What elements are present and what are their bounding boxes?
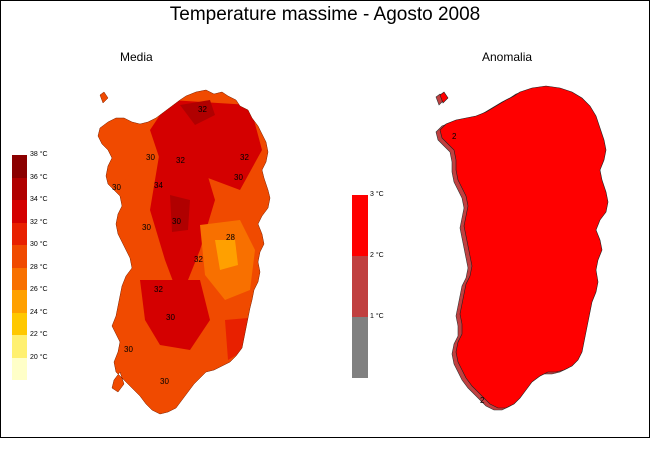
isoline-label: 28 <box>226 233 235 242</box>
legend-label: 1 °C <box>370 313 384 320</box>
isoline-label: 34 <box>154 181 163 190</box>
isoline-label: 32 <box>176 156 185 165</box>
legend-label: 36 °C <box>30 173 48 181</box>
isoline-label: 32 <box>240 153 249 162</box>
anomalia-isoline-labels: 2 2 <box>452 132 485 405</box>
legend-swatch <box>352 195 368 256</box>
legend-label: 30 °C <box>30 241 48 248</box>
isoline-label: 30 <box>160 377 169 386</box>
isoline-label: 30 <box>166 313 175 322</box>
legend-label: 22 °C <box>30 331 48 338</box>
isoline-label: 30 <box>112 183 121 192</box>
media-zone-34-south <box>140 280 210 350</box>
isoline-label: 30 <box>234 173 243 182</box>
legend-label: 26 °C <box>30 286 48 293</box>
media-zone-26-east <box>215 240 238 270</box>
media-zone-32-southeast <box>225 318 248 360</box>
legend-swatch <box>12 177 27 200</box>
media-zone-30-southwest <box>115 340 175 410</box>
legend-label: 20 °C <box>30 353 48 361</box>
legend-swatch <box>12 357 27 380</box>
legend-swatch <box>12 155 27 178</box>
legend-swatch <box>12 267 27 290</box>
legend-label: 28 °C <box>30 263 48 271</box>
legend-swatch <box>12 290 27 313</box>
legend-swatch <box>352 317 368 378</box>
panel-title-media: Media <box>120 50 153 64</box>
media-zone-36-central <box>170 195 190 232</box>
isoline-label: 32 <box>194 255 203 264</box>
anomalia-map <box>435 85 609 411</box>
page-title: Temperature massime - Agosto 2008 <box>169 4 481 25</box>
isoline-label: 32 <box>154 285 163 294</box>
legend-swatch <box>352 256 368 317</box>
legend-swatch <box>12 335 27 358</box>
media-zone-30-northwest <box>100 125 140 190</box>
media-isoline-labels: 32 30 32 32 30 34 30 30 30 28 32 32 30 3… <box>112 105 249 386</box>
legend-swatch <box>12 245 27 268</box>
isoline-label: 30 <box>124 345 133 354</box>
media-zone-36-north <box>180 100 215 125</box>
panel-title-anomalia: Anomalia <box>482 50 533 64</box>
legend-label: 34 °C <box>30 196 48 203</box>
isoline-label: 32 <box>198 105 207 114</box>
isoline-label: 2 <box>480 396 485 405</box>
isoline-label: 30 <box>172 217 181 226</box>
legend-swatch <box>12 312 27 335</box>
isoline-label: 30 <box>146 153 155 162</box>
legend-label: 3 °C <box>370 191 384 198</box>
legend-swatch <box>12 222 27 245</box>
media-map <box>98 90 270 414</box>
legend-label: 38 °C <box>30 151 48 158</box>
legend-label: 2 °C <box>370 252 384 259</box>
media-zone-34-north <box>150 100 262 190</box>
isoline-label: 2 <box>452 132 457 141</box>
legend-label: 32 °C <box>30 218 48 226</box>
legend-swatch <box>12 200 27 223</box>
isoline-label: 30 <box>142 223 151 232</box>
legend-label: 24 °C <box>30 308 48 316</box>
